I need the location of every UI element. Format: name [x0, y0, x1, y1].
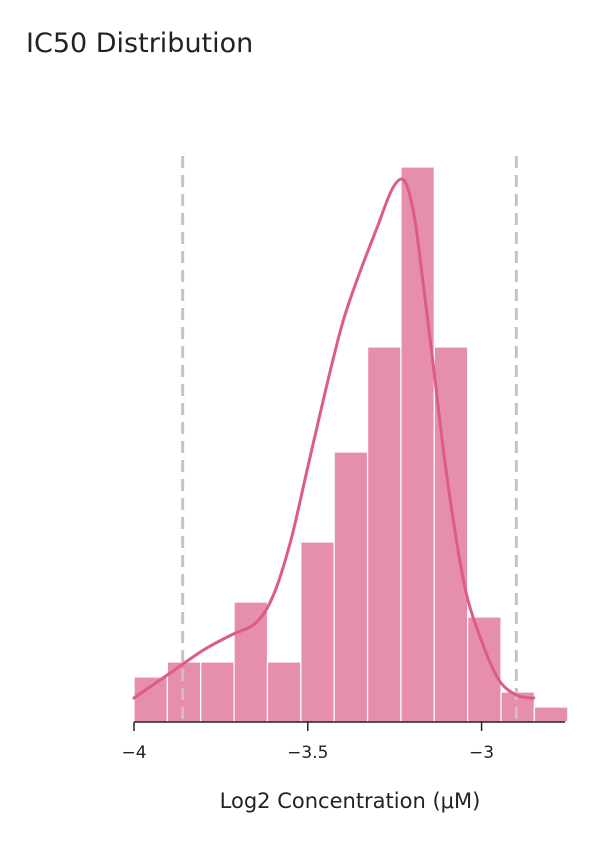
histogram-bar — [333, 451, 369, 723]
histogram-bar — [233, 601, 269, 723]
kde-curve — [132, 177, 536, 700]
histogram-bar — [467, 616, 502, 723]
histogram-bar — [533, 706, 569, 723]
chart-title: IC50 Distribution — [26, 28, 254, 59]
kde-layer — [132, 177, 536, 700]
x-tick-label: −3.5 — [287, 743, 328, 763]
histogram-bar — [433, 346, 469, 723]
histogram-bar — [133, 676, 168, 723]
x-tick-label: −4 — [121, 743, 146, 763]
histogram-bar — [266, 661, 302, 723]
histogram-bar — [300, 541, 335, 723]
x-axis-title: Log2 Concentration (μM) — [220, 789, 481, 813]
histogram-bar — [400, 166, 435, 723]
histogram-bar — [200, 661, 235, 723]
histogram-bar — [366, 346, 402, 723]
x-axis-ticks: −4 −3.5 −3 — [121, 722, 494, 763]
x-tick-label: −3 — [469, 743, 494, 763]
histogram-bars — [133, 166, 569, 723]
